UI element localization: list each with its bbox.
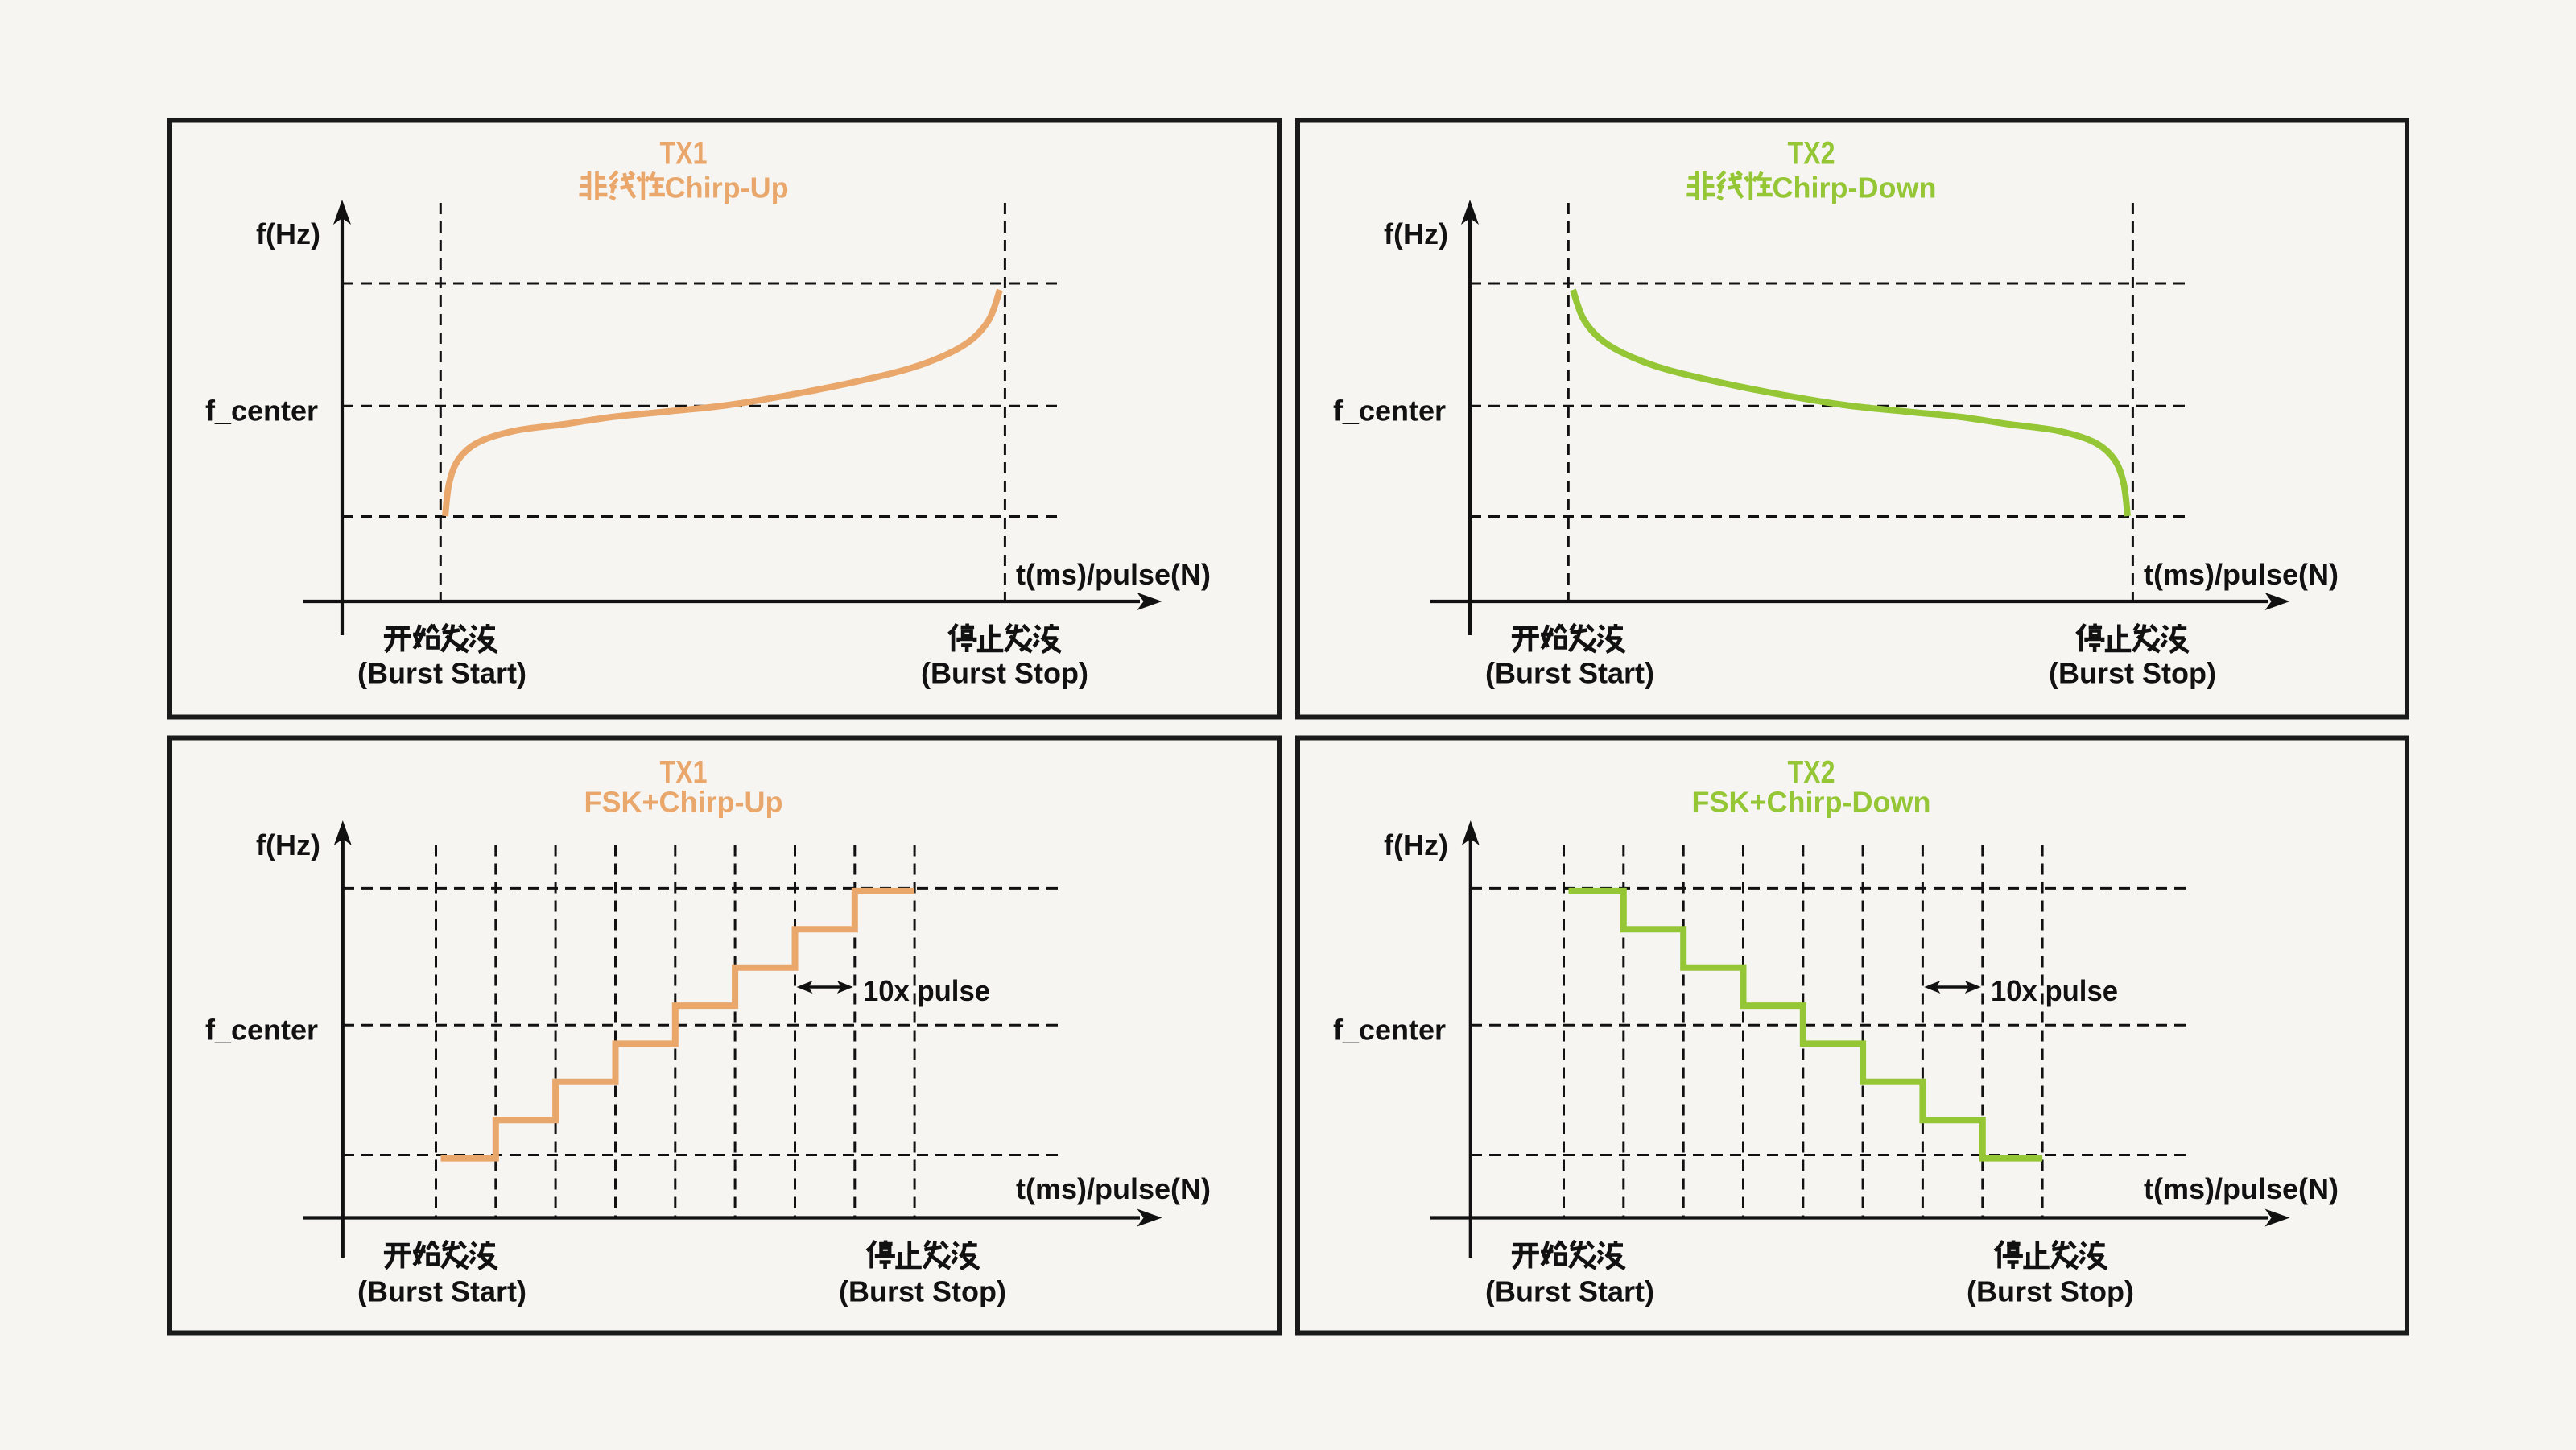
svg-text:FSK+Chirp-Down: FSK+Chirp-Down xyxy=(1692,786,1931,819)
svg-text:TX2: TX2 xyxy=(1788,136,1835,171)
svg-text:10x pulse: 10x pulse xyxy=(863,974,990,1007)
svg-text:(Burst Start): (Burst Start) xyxy=(1485,657,1654,690)
svg-text:(Burst Stop): (Burst Stop) xyxy=(839,1275,1006,1308)
svg-text:t(ms)/pulse(N): t(ms)/pulse(N) xyxy=(1016,1172,1211,1205)
svg-text:f_center: f_center xyxy=(205,1014,318,1047)
svg-text:(Burst Start): (Burst Start) xyxy=(1485,1275,1654,1308)
svg-text:t(ms)/pulse(N): t(ms)/pulse(N) xyxy=(1016,558,1211,591)
svg-text:(Burst Start): (Burst Start) xyxy=(357,1275,526,1308)
svg-text:TX1: TX1 xyxy=(660,136,708,171)
svg-text:f(Hz): f(Hz) xyxy=(1384,828,1448,861)
svg-text:FSK+Chirp-Up: FSK+Chirp-Up xyxy=(584,786,783,819)
svg-text:(Burst Start): (Burst Start) xyxy=(357,657,526,690)
svg-text:Chirp-Up: Chirp-Up xyxy=(665,171,789,204)
svg-text:TX2: TX2 xyxy=(1788,755,1835,791)
svg-text:(Burst Stop): (Burst Stop) xyxy=(921,657,1088,690)
svg-text:t(ms)/pulse(N): t(ms)/pulse(N) xyxy=(2144,558,2339,591)
svg-text:f(Hz): f(Hz) xyxy=(256,828,320,861)
svg-text:TX1: TX1 xyxy=(660,755,708,791)
svg-text:(Burst Stop): (Burst Stop) xyxy=(1967,1275,2134,1308)
svg-text:f(Hz): f(Hz) xyxy=(256,217,320,250)
svg-text:(Burst Stop): (Burst Stop) xyxy=(2049,657,2216,690)
svg-text:Chirp-Down: Chirp-Down xyxy=(1773,171,1937,204)
svg-text:f_center: f_center xyxy=(1333,1014,1446,1047)
svg-text:f_center: f_center xyxy=(205,395,318,428)
svg-text:f_center: f_center xyxy=(1333,395,1446,428)
svg-text:t(ms)/pulse(N): t(ms)/pulse(N) xyxy=(2144,1172,2339,1205)
svg-text:f(Hz): f(Hz) xyxy=(1384,217,1448,250)
svg-text:10x pulse: 10x pulse xyxy=(1991,974,2118,1007)
